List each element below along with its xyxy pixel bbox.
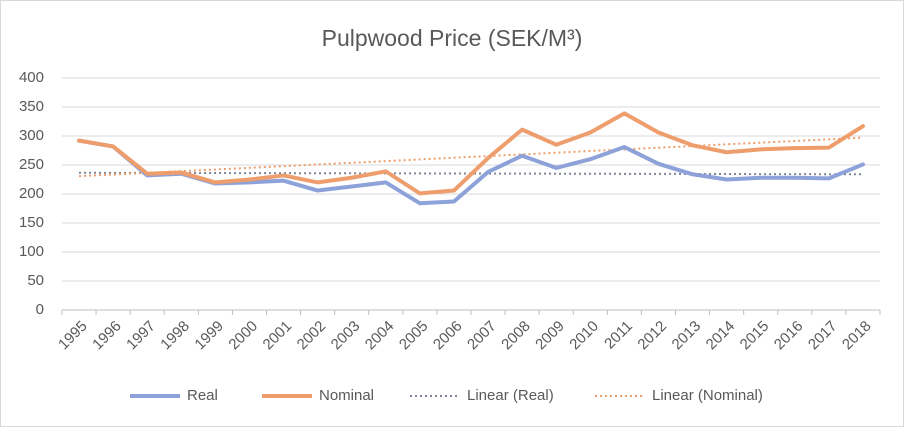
trendline	[78, 136, 864, 178]
y-tick-label: 400	[19, 69, 44, 86]
y-tick-label: 350	[19, 98, 44, 115]
y-tick-label: 200	[19, 185, 44, 202]
legend-label: Nominal	[319, 387, 374, 404]
legend-label: Linear (Real)	[467, 387, 554, 404]
y-tick-label: 0	[36, 301, 44, 318]
y-tick-label: 250	[19, 156, 44, 173]
legend-label: Real	[187, 387, 218, 404]
y-tick-label: 300	[19, 127, 44, 144]
y-tick-label: 150	[19, 214, 44, 231]
y-tick-label: 50	[27, 272, 44, 289]
legend-label: Linear (Nominal)	[652, 387, 763, 404]
chart-title: Pulpwood Price (SEK/M³)	[322, 25, 583, 51]
series-line	[77, 111, 865, 196]
y-tick-label: 100	[19, 243, 44, 260]
